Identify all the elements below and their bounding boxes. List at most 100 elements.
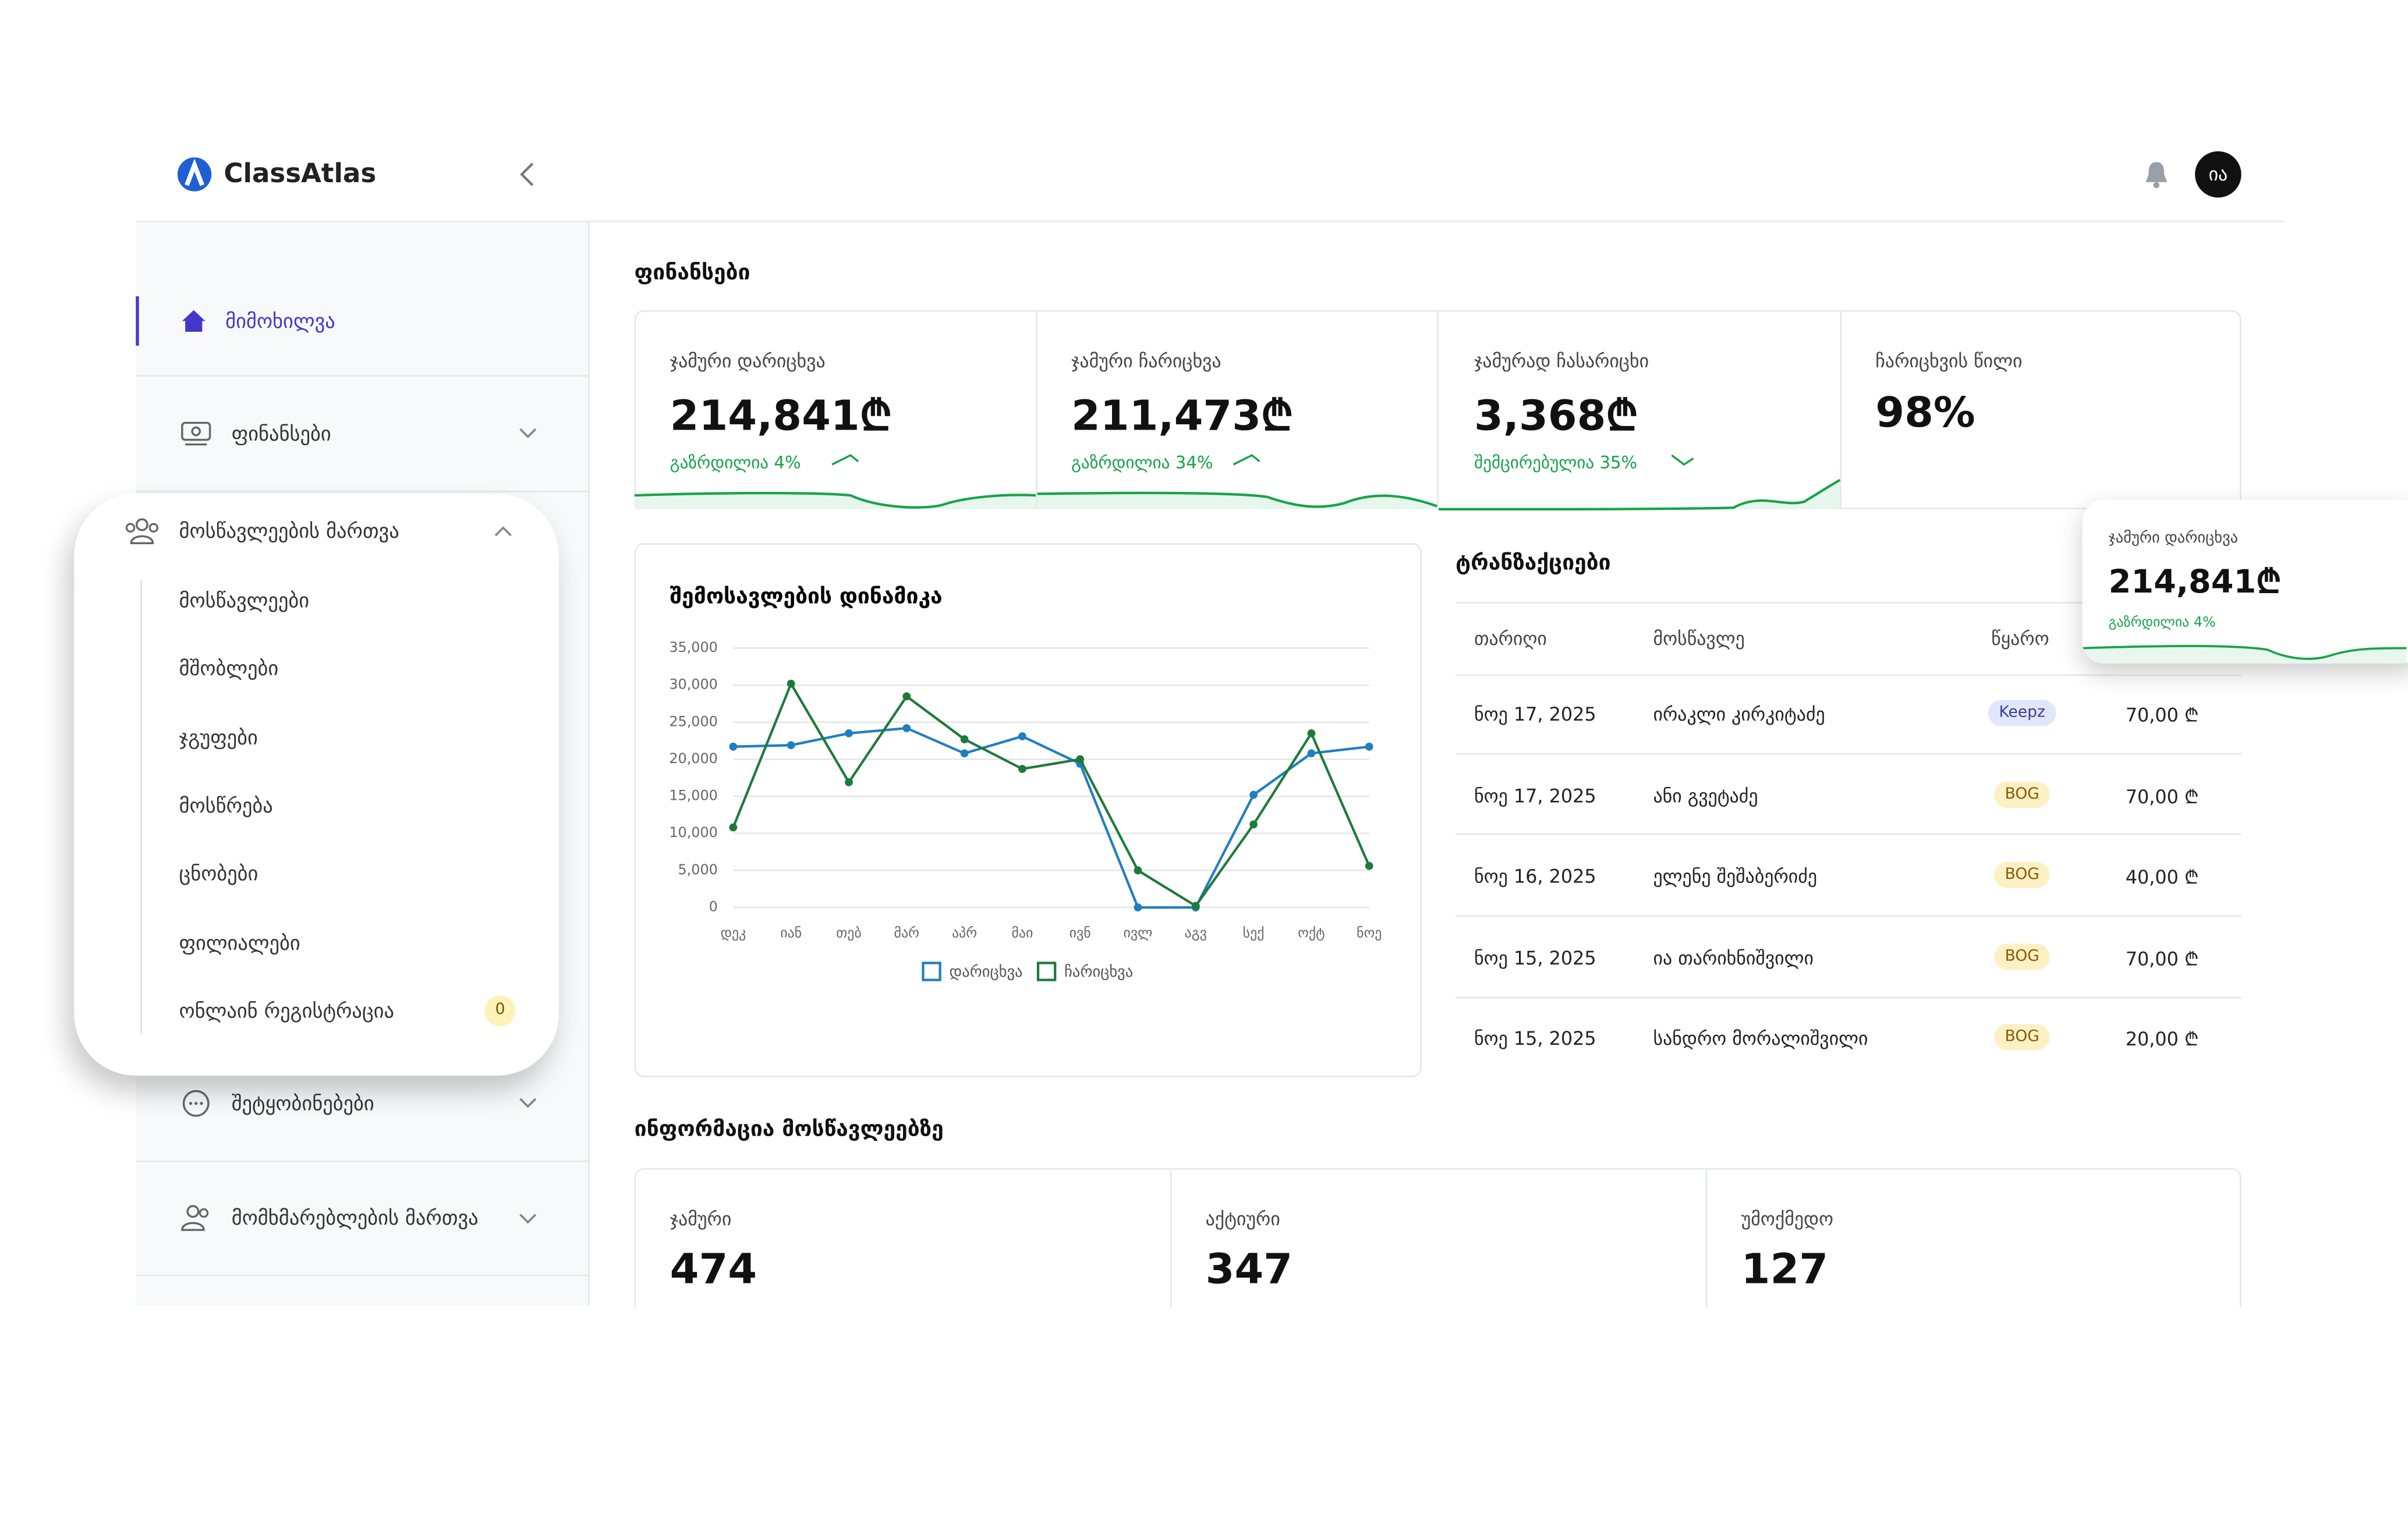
badge: 0 [484, 995, 516, 1027]
nav-item[interactable]: ფინანსები [231, 423, 331, 447]
data-point [1307, 729, 1316, 737]
collapse-button[interactable] [517, 161, 539, 189]
x-tick-label: მაი [1011, 925, 1033, 941]
cell-date: ნოე 15, 2025 [1474, 947, 1596, 970]
divider [1705, 1168, 1708, 1307]
series-line [732, 680, 1371, 908]
data-point [1365, 861, 1373, 870]
cell-date: ნოე 17, 2025 [1474, 703, 1596, 726]
row-border [1456, 833, 2241, 835]
data-point [787, 679, 795, 688]
chart-card [634, 543, 1422, 1077]
data-point [729, 823, 738, 832]
avatar[interactable]: ია [2195, 151, 2241, 198]
active-indicator [136, 296, 139, 346]
chevron-down [519, 1098, 537, 1108]
students-icon [125, 518, 159, 544]
submenu-item[interactable]: ჯგუფები [179, 728, 258, 751]
cell-student: ელენე შეშაბერიძე [1653, 866, 1818, 888]
y-tick-label: 20,000 [669, 750, 718, 767]
sparklines [634, 454, 1841, 511]
nav-item[interactable]: შეტყობინებები [231, 1093, 374, 1117]
y-tick-label: 30,000 [669, 676, 718, 693]
data-point [1134, 903, 1142, 912]
income-chart: შემოსავლების დინამიკა 0 5,000 10,000 15,000… [669, 584, 1382, 981]
separator [136, 491, 589, 492]
row-border [1456, 674, 2241, 676]
card-change: გაზრდილია 4% [670, 453, 801, 473]
y-tick-label: 35,000 [669, 639, 718, 655]
separator [136, 375, 589, 377]
card-label: უმოქმედო [1741, 1208, 1834, 1230]
divider [1437, 310, 1439, 509]
floating-card [2082, 500, 2408, 664]
cell-student: ია თარიხნიშვილი [1653, 947, 1814, 970]
legend-label: დარიცხვა [950, 963, 1023, 981]
chevron-down [519, 1214, 537, 1224]
card-value: 3,368₾ [1474, 392, 1638, 441]
card-value: 214,841₾ [2108, 563, 2282, 601]
data-point [787, 741, 795, 750]
card-label: ჯამური დარიცხვა [670, 350, 826, 372]
users-icon [181, 1205, 209, 1231]
card-label: ჯამური [670, 1208, 732, 1230]
source-badge: Keepz [1988, 700, 2056, 726]
x-tick-label: აგვ [1185, 925, 1207, 941]
data-point [1076, 755, 1085, 764]
card-value: 474 [670, 1246, 757, 1295]
submenu-item[interactable]: მშობლები [179, 658, 279, 682]
sparkline [2082, 644, 2407, 664]
card-value: 127 [1741, 1246, 1829, 1295]
x-tick-label: აპრ [952, 925, 977, 941]
header-border [136, 221, 2285, 222]
legend-swatch [922, 962, 941, 981]
x-tick-label: თებ [836, 925, 862, 941]
data-point [845, 729, 853, 737]
submenu-item[interactable]: მოსწავლეები [179, 590, 310, 613]
x-tick-label: მარ [894, 925, 919, 941]
notifications-icon[interactable] [2143, 159, 2170, 190]
column-header: მოსწავლე [1653, 628, 1745, 650]
card-label: აქტიური [1205, 1208, 1280, 1230]
card-label: ჯამური ჩარიცხვა [1071, 350, 1221, 372]
submenu-line [140, 580, 142, 1034]
section-title: ტრანზაქციები [1456, 551, 1611, 576]
data-point [1018, 732, 1026, 740]
y-tick-label: 0 [709, 898, 718, 914]
source-badge: BOG [1994, 781, 2051, 808]
submenu-item[interactable]: ფილიალები [179, 932, 300, 956]
column-header: წყარო [1991, 628, 2049, 650]
cell-amount: 20,00 ₾ [2125, 1029, 2199, 1051]
card-value: 214,841₾ [670, 392, 892, 441]
y-tick-label: 25,000 [669, 713, 718, 729]
data-point [845, 778, 853, 786]
legend-swatch [1036, 962, 1057, 981]
page-bottom [0, 1307, 2408, 1531]
chart-title: შემოსავლების დინამიკა [670, 584, 943, 609]
x-tick-label: სექ [1243, 925, 1265, 941]
row-border [1456, 915, 2241, 917]
cell-amount: 70,00 ₾ [2125, 948, 2199, 970]
nav-item[interactable]: მომხმარებლების მართვა [231, 1207, 479, 1231]
submenu-item[interactable]: ონლაინ რეგისტრაცია [179, 1001, 394, 1024]
card-value: 347 [1205, 1246, 1293, 1295]
nav-item[interactable]: მიმოხილვა [225, 311, 335, 335]
x-tick-label: დეკ [720, 925, 746, 941]
divider [1036, 310, 1037, 509]
nav-item[interactable]: მოსწავლეების მართვა [179, 520, 399, 544]
data-point [902, 692, 911, 701]
data-point [1307, 749, 1316, 758]
submenu-item[interactable]: მოსწრება [179, 795, 273, 819]
data-point [1365, 742, 1373, 751]
cell-amount: 40,00 ₾ [2125, 866, 2199, 888]
x-tick-label: ივნ [1070, 925, 1091, 941]
submenu-item[interactable]: ცნობები [179, 863, 258, 887]
cell-student: ირაკლი კირკიტაძე [1653, 703, 1825, 726]
home-icon [182, 310, 206, 332]
y-tick-label: 10,000 [669, 824, 718, 841]
data-point [1249, 790, 1258, 799]
section-title: ინფორმაცია მოსწავლეებზე [634, 1117, 944, 1142]
chevron-up [494, 526, 512, 537]
